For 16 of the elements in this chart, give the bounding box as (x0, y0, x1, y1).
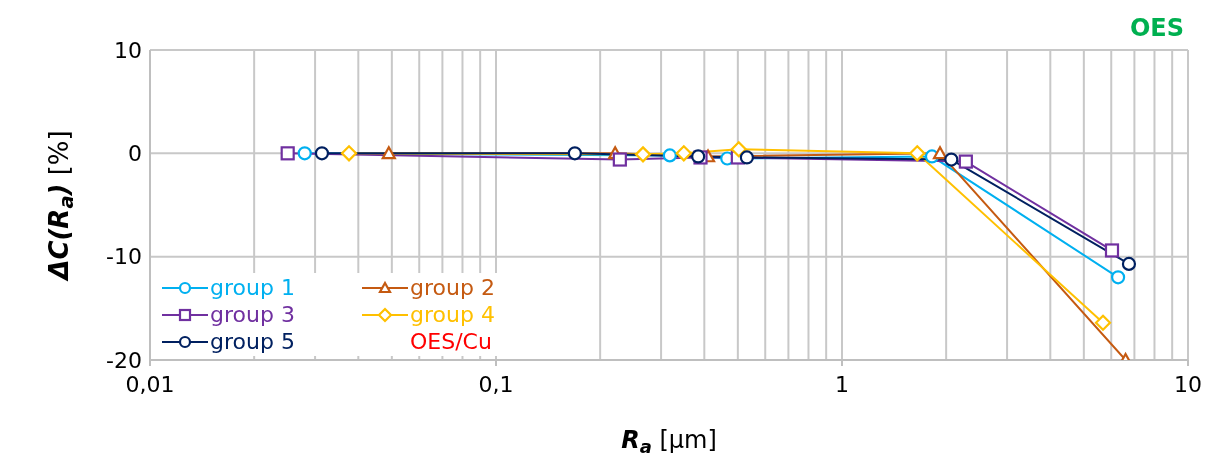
x-tick-label: 1 (835, 371, 849, 397)
annotation: OES/Cu (409, 329, 493, 354)
y-tick-label: 10 (114, 37, 142, 63)
chart-title: OES (1129, 14, 1184, 42)
legend-label: group 3 (210, 302, 295, 327)
legend-label: group 4 (410, 302, 495, 327)
x-tick-label: 0,1 (478, 371, 514, 397)
y-tick-label: -20 (106, 347, 142, 373)
x-tick-label: 0,01 (125, 371, 175, 397)
legend-label: group 1 (210, 275, 295, 300)
x-tick-label: 10 (1174, 371, 1202, 397)
y-tick-label: -10 (106, 244, 142, 270)
x-axis-title: R$_{a}$ [µm] (621, 426, 717, 457)
legend-label: group 5 (210, 329, 295, 354)
legend-label: group 2 (410, 275, 495, 300)
y-tick-label: 0 (128, 141, 142, 167)
